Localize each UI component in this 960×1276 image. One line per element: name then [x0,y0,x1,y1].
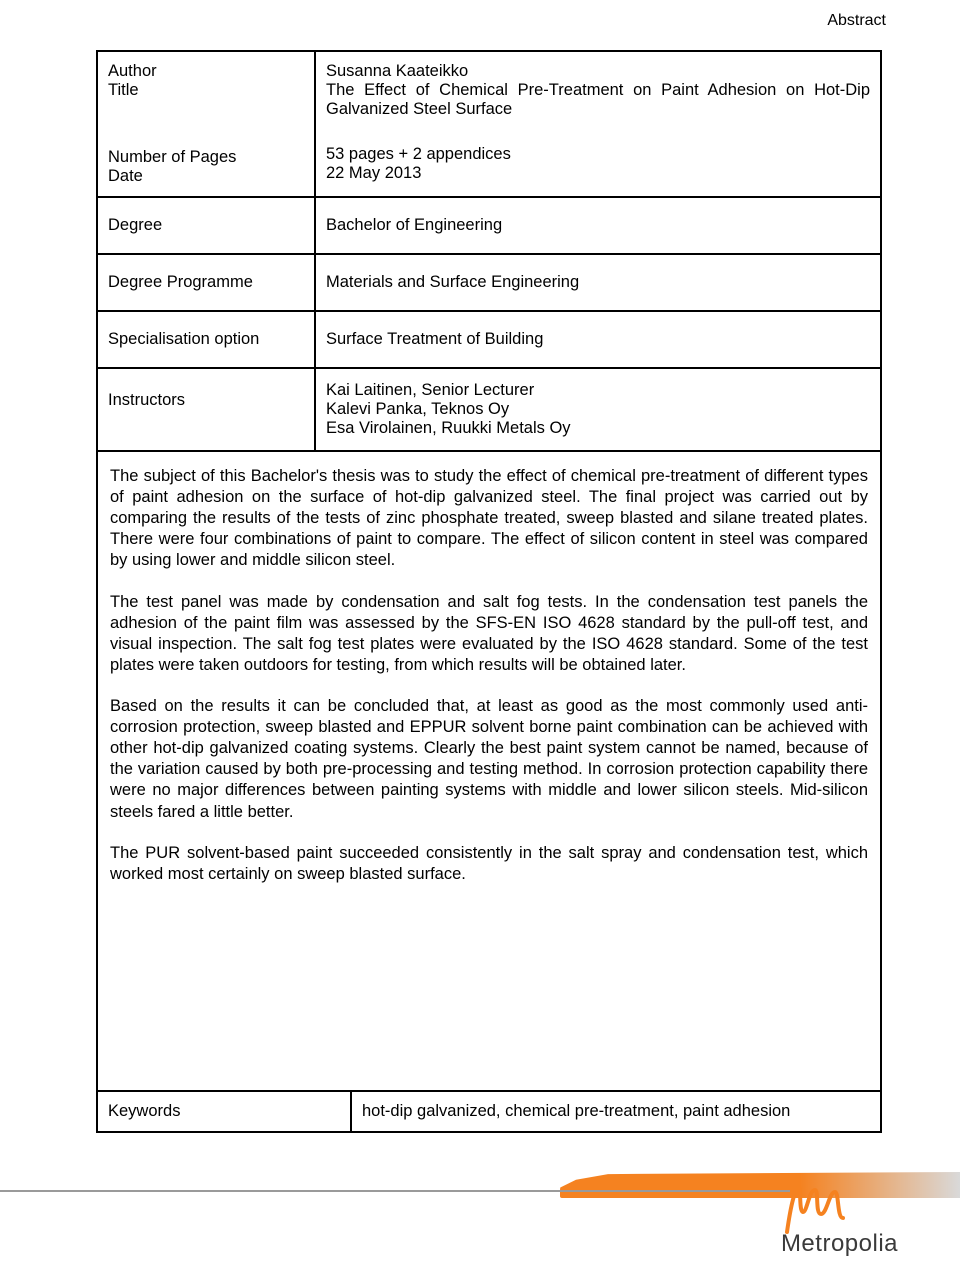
body-para-2: The test panel was made by condensation … [110,592,868,676]
label-col-author-title: Author Title Number of Pages Date [98,52,316,196]
value-col-author-title: Susanna Kaateikko The Effect of Chemical… [316,52,880,196]
value-title: The Effect of Chemical Pre-Treatment on … [326,81,870,119]
footer: Metropolia [0,1156,960,1276]
metropolia-logo: Metropolia [781,1184,898,1258]
row-specialisation: Specialisation option Surface Treatment … [98,312,880,369]
value-instructors: Kai Laitinen, Senior Lecturer Kalevi Pan… [316,369,880,450]
label-programme: Degree Programme [98,255,316,310]
value-pages: 53 pages + 2 appendices [326,145,870,164]
body-para-3: Based on the results it can be concluded… [110,696,868,823]
value-programme: Materials and Surface Engineering [316,255,880,310]
value-author: Susanna Kaateikko [326,62,870,81]
label-title: Title [108,81,304,100]
page-header-abstract: Abstract [827,12,886,30]
abstract-table: Author Title Number of Pages Date Susann… [96,50,882,1133]
label-instructors: Instructors [98,369,316,450]
label-keywords: Keywords [98,1092,352,1131]
value-degree: Bachelor of Engineering [316,198,880,253]
value-specialisation: Surface Treatment of Building [316,312,880,367]
value-date: 22 May 2013 [326,164,870,183]
row-keywords: Keywords hot-dip galvanized, chemical pr… [98,1092,880,1131]
instructor-2: Kalevi Panka, Teknos Oy [326,400,870,419]
value-keywords: hot-dip galvanized, chemical pre-treatme… [352,1092,880,1131]
row-instructors: Instructors Kai Laitinen, Senior Lecture… [98,369,880,452]
instructor-1: Kai Laitinen, Senior Lecturer [326,381,870,400]
label-degree: Degree [98,198,316,253]
label-pages: Number of Pages [108,148,304,167]
logo-text: Metropolia [781,1230,898,1258]
instructor-3: Esa Virolainen, Ruukki Metals Oy [326,419,870,438]
footer-line [0,1190,790,1192]
body-para-1: The subject of this Bachelor's thesis wa… [110,466,868,572]
row-degree: Degree Bachelor of Engineering [98,198,880,255]
row-author-title: Author Title Number of Pages Date Susann… [98,52,880,198]
body-para-4: The PUR solvent-based paint succeeded co… [110,843,868,885]
label-author: Author [108,62,304,81]
footer-curve [560,1172,960,1198]
label-date: Date [108,167,304,186]
row-body: The subject of this Bachelor's thesis wa… [98,452,880,1092]
logo-mark-icon [781,1184,853,1234]
row-programme: Degree Programme Materials and Surface E… [98,255,880,312]
label-specialisation: Specialisation option [98,312,316,367]
